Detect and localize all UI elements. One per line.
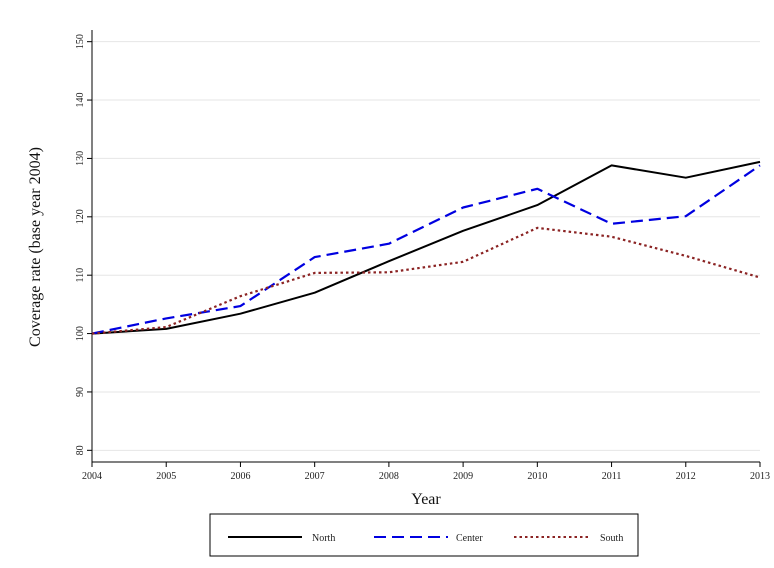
- gridlines: [92, 41, 760, 451]
- y-tick-label-80: 80: [75, 445, 86, 455]
- x-tick-label-2012: 2012: [676, 471, 696, 482]
- y-tick-label-120: 120: [75, 209, 86, 224]
- x-tick-label-2009: 2009: [453, 471, 473, 482]
- legend-label-north: North: [312, 533, 335, 544]
- legend-label-south: South: [600, 533, 623, 544]
- x-tick-label-2008: 2008: [379, 471, 399, 482]
- y-ticks: 80 90 100 110 120 130 140 150: [75, 34, 92, 455]
- y-axis-title: Coverage rate (base year 2004): [27, 147, 44, 347]
- legend-label-center: Center: [456, 533, 483, 544]
- x-tick-label-2011: 2011: [602, 471, 622, 482]
- y-tick-label-100: 100: [75, 326, 86, 341]
- x-ticks: 2004 2005 2006 2007 2008 2009 2010 2011 2012 2013: [82, 462, 770, 482]
- series-line-north: [91, 160, 761, 335]
- series-line-center: [91, 164, 761, 335]
- y-tick-label-140: 140: [75, 93, 86, 108]
- x-tick-label-2004: 2004: [82, 471, 102, 482]
- y-tick-label-90: 90: [75, 387, 86, 397]
- y-tick-label-150: 150: [75, 34, 86, 49]
- x-tick-label-2010: 2010: [527, 471, 547, 482]
- legend: North Center South: [209, 513, 639, 557]
- x-axis-title: Year: [411, 491, 441, 508]
- x-tick-label-2006: 2006: [230, 471, 250, 482]
- legend-frame: [209, 513, 639, 557]
- x-tick-label-2007: 2007: [305, 471, 325, 482]
- x-tick-label-2013: 2013: [750, 471, 770, 482]
- y-tick-label-110: 110: [75, 268, 86, 283]
- series-lines: [91, 160, 761, 335]
- x-tick-label-2005: 2005: [156, 471, 176, 482]
- axes: [91, 30, 760, 463]
- y-tick-label-130: 130: [75, 151, 86, 166]
